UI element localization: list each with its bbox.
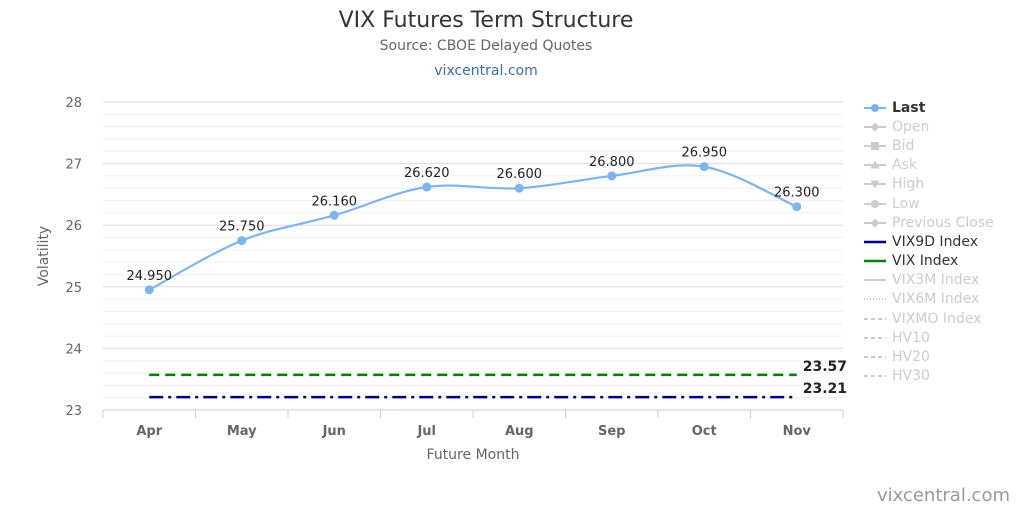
- legend-label: VIX9D Index: [892, 233, 978, 250]
- y-axis-title: Volatility: [36, 226, 52, 286]
- x-axis-title: Future Month: [427, 447, 520, 463]
- legend-symbol-ask: [864, 160, 886, 169]
- x-tick-label-jun: Jun: [322, 424, 346, 439]
- data-label-apr: 24.950: [127, 269, 173, 284]
- legend-label: Last: [892, 99, 926, 116]
- legend-symbol-last: [864, 103, 886, 112]
- point-last-oct: [699, 162, 709, 172]
- legend-label: VIX6M Index: [892, 291, 980, 308]
- data-label-jun: 26.160: [312, 194, 358, 209]
- x-tick-label-aug: Aug: [505, 424, 534, 439]
- point-last-may: [237, 236, 247, 246]
- point-last-aug: [514, 183, 524, 193]
- legend-symbol-vix6m-index: [864, 298, 886, 301]
- legend-item-open[interactable]: Open: [864, 117, 994, 136]
- series-layer: [144, 162, 802, 399]
- legend-item-ask[interactable]: Ask: [864, 156, 994, 175]
- legend-symbol-previous-close: [864, 218, 886, 228]
- point-last-jun: [329, 210, 339, 220]
- x-tick-label-oct: Oct: [692, 424, 717, 439]
- x-tick-label-jul: Jul: [416, 424, 436, 439]
- label-layer: 23.57 23.21 24.950 25.750 26.160 26.620 26.600…: [127, 146, 848, 397]
- legend-label: Low: [892, 195, 920, 212]
- legend-item-vix-index[interactable]: VIX Index: [864, 252, 994, 271]
- x-tick-label-apr: Apr: [136, 424, 162, 439]
- legend-item-bid[interactable]: Bid: [864, 136, 994, 155]
- point-last-nov: [792, 202, 802, 212]
- legend-label: Bid: [892, 137, 915, 154]
- legend-item-low[interactable]: Low: [864, 194, 994, 213]
- point-last-sep: [607, 171, 617, 181]
- chart-subtitle: Source: CBOE Delayed Quotes: [379, 38, 593, 54]
- label-vix9d-index: 23.21: [803, 381, 847, 397]
- legend-label: HV30: [892, 368, 930, 385]
- y-tick-label: 28: [65, 96, 82, 111]
- legend-item-hv10[interactable]: HV10: [864, 328, 994, 347]
- legend-item-last[interactable]: Last: [864, 98, 994, 117]
- legend-symbol-vix9d-index: [864, 240, 886, 244]
- point-last-jul: [422, 182, 432, 192]
- legend-symbol-open: [864, 122, 886, 132]
- source-link[interactable]: vixcentral.com: [434, 63, 538, 79]
- label-vix-index: 23.57: [803, 359, 847, 375]
- legend-label: VIXMO Index: [892, 310, 982, 327]
- chart-title: VIX Futures Term Structure: [338, 8, 634, 33]
- legend-label: Open: [892, 118, 930, 135]
- legend-label: Ask: [892, 157, 917, 174]
- y-tick-label: 24: [65, 342, 82, 357]
- chart-legend: Last Open Bid Ask High Low Previous Close VIX9D…: [864, 98, 994, 386]
- x-tick-label-sep: Sep: [598, 424, 626, 439]
- point-last-apr: [144, 285, 154, 295]
- credit-text: vixcentral.com: [876, 485, 1010, 506]
- y-tick-label: 26: [65, 219, 82, 234]
- legend-item-vix9d-index[interactable]: VIX9D Index: [864, 232, 994, 251]
- data-label-nov: 26.300: [774, 186, 820, 201]
- legend-item-vix6m-index[interactable]: VIX6M Index: [864, 290, 994, 309]
- y-tick-label: 23: [65, 404, 82, 419]
- x-tick-label-nov: Nov: [783, 424, 812, 439]
- legend-symbol-vix-index: [864, 259, 886, 263]
- legend-item-hv30[interactable]: HV30: [864, 367, 994, 386]
- legend-label: HV10: [892, 329, 930, 346]
- legend-label: VIX3M Index: [892, 272, 980, 289]
- legend-symbol-hv10: [864, 336, 886, 339]
- legend-symbol-vix3m-index: [864, 279, 886, 282]
- legend-item-previous-close[interactable]: Previous Close: [864, 213, 994, 232]
- y-tick-label: 25: [65, 281, 82, 296]
- data-label-oct: 26.950: [682, 146, 728, 161]
- data-label-aug: 26.600: [497, 167, 543, 182]
- legend-symbol-low: [864, 199, 886, 208]
- legend-item-vixmo-index[interactable]: VIXMO Index: [864, 309, 994, 328]
- data-label-may: 25.750: [219, 220, 265, 235]
- axis-layer: 23 24 25 26 27 28 Apr May Jun Jul Aug Sep Oct Nov: [65, 96, 844, 439]
- legend-label: HV20: [892, 349, 930, 366]
- legend-label: High: [892, 176, 925, 193]
- term-structure-chart: 23 24 25 26 27 28 Apr May Jun Jul Aug Sep Oct Nov 23.…: [36, 96, 848, 463]
- legend-item-hv20[interactable]: HV20: [864, 347, 994, 366]
- x-tick-label-may: May: [227, 424, 257, 439]
- legend-symbol-hv30: [864, 375, 886, 378]
- legend-label: Previous Close: [892, 214, 994, 231]
- legend-label: VIX Index: [892, 253, 959, 270]
- legend-item-high[interactable]: High: [864, 175, 994, 194]
- legend-symbol-hv20: [864, 356, 886, 359]
- legend-item-vix3m-index[interactable]: VIX3M Index: [864, 271, 994, 290]
- y-tick-label: 27: [65, 158, 82, 173]
- data-label-jul: 26.620: [404, 166, 450, 181]
- legend-symbol-bid: [864, 141, 886, 150]
- grid-layer: [103, 101, 843, 411]
- legend-symbol-vixmo-index: [864, 317, 886, 320]
- legend-symbol-high: [864, 180, 886, 189]
- data-label-sep: 26.800: [589, 155, 635, 170]
